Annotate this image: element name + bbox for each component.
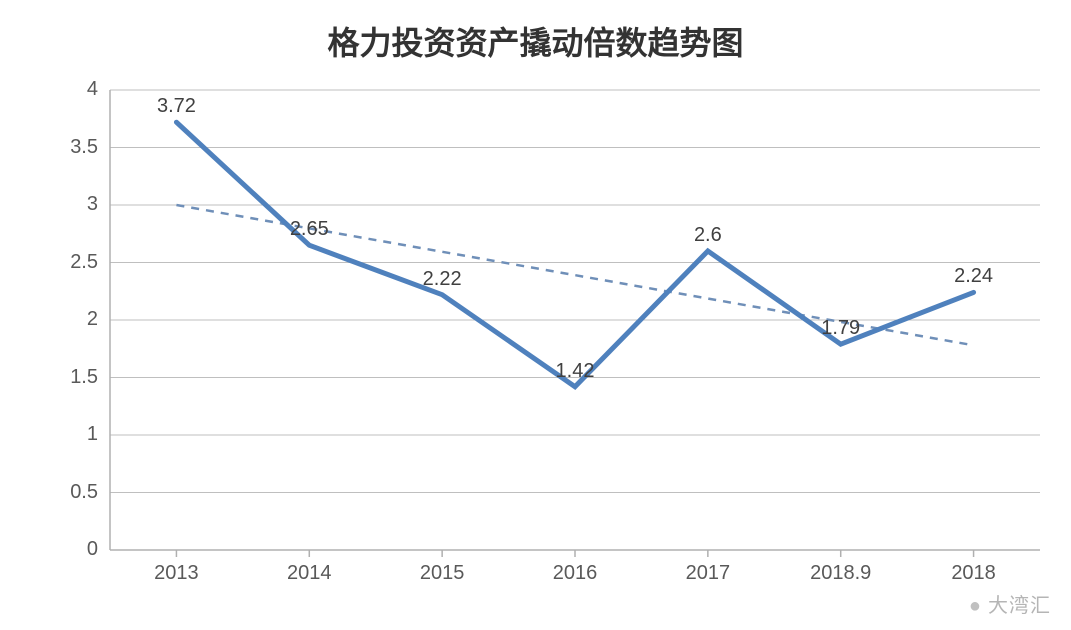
data-label: 2.22 — [423, 268, 462, 291]
y-tick-label: 1 — [38, 423, 98, 446]
y-tick-label: 0 — [38, 538, 98, 561]
x-tick-label: 2016 — [525, 562, 625, 585]
y-tick-label: 2 — [38, 308, 98, 331]
x-tick-label: 2018.9 — [791, 562, 891, 585]
data-label: 1.42 — [556, 360, 595, 383]
data-label: 3.72 — [157, 95, 196, 118]
data-label: 2.24 — [954, 265, 993, 288]
y-tick-label: 3 — [38, 193, 98, 216]
x-tick-label: 2015 — [392, 562, 492, 585]
chart-container: 格力投资资产撬动倍数趋势图 ● 大湾汇 0 0.5 1 1.5 2 2.5 3 3.5 4 2013… — [0, 0, 1071, 630]
chart-title: 格力投资资产撬动倍数趋势图 — [0, 18, 1071, 64]
watermark-icon: ● — [969, 595, 982, 618]
y-tick-label: 4 — [38, 78, 98, 101]
y-tick-label: 3.5 — [38, 136, 98, 159]
data-label: 1.79 — [821, 317, 860, 340]
series-line — [176, 122, 973, 387]
x-tick-label: 2013 — [126, 562, 226, 585]
x-tick-label: 2014 — [259, 562, 359, 585]
watermark: ● 大湾汇 — [969, 589, 1051, 618]
x-tick-label: 2018 — [924, 562, 1024, 585]
data-label: 2.6 — [694, 224, 722, 247]
y-tick-label: 0.5 — [38, 481, 98, 504]
y-tick-label: 1.5 — [38, 366, 98, 389]
watermark-text: 大湾汇 — [988, 595, 1051, 617]
chart-svg — [110, 90, 1040, 550]
x-tick-label: 2017 — [658, 562, 758, 585]
plot-area — [110, 90, 1040, 550]
data-label: 2.65 — [290, 218, 329, 241]
y-tick-label: 2.5 — [38, 251, 98, 274]
